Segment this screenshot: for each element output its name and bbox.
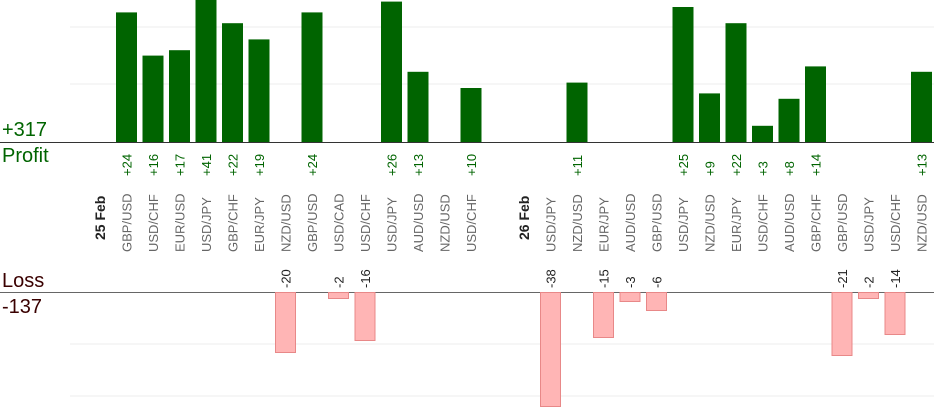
pair-label: USD/CHF: [464, 194, 479, 252]
profit-bar: [381, 1, 402, 142]
pair-label: EUR/JPY: [729, 197, 744, 252]
loss-value-label: -3: [623, 276, 638, 288]
profit-value-label: +41: [199, 154, 214, 176]
date-label: 26 Feb: [516, 196, 532, 240]
loss-bar: [831, 292, 853, 356]
pair-label: NZD/USD: [570, 194, 585, 252]
profit-value-label: +25: [676, 154, 691, 176]
pair-label: EUR/USD: [173, 193, 188, 252]
profit-bar: [752, 125, 773, 142]
profit-bar: [407, 71, 429, 142]
pair-label: USD/CHF: [756, 194, 771, 252]
profit-bar: [116, 12, 137, 143]
profit-value-label: +3: [756, 161, 771, 176]
profit-label: Profit: [2, 145, 49, 167]
pair-label: EUR/JPY: [597, 197, 612, 252]
loss-label: Loss: [2, 270, 45, 292]
profit-bar: [169, 50, 190, 143]
pair-label: GBP/CHF: [809, 194, 824, 252]
pair-label: USD/JPY: [862, 197, 877, 252]
pair-label: USD/JPY: [199, 197, 214, 252]
pair-label: USD/CHF: [358, 194, 373, 252]
pair-label: USD/JPY: [385, 197, 400, 252]
profit-value-label: +19: [252, 154, 267, 176]
loss-bar: [884, 292, 906, 335]
loss-bar: [619, 292, 641, 302]
date-label: 25 Feb: [92, 196, 108, 240]
profit-bar: [195, 0, 217, 142]
pair-label: AUD/USD: [623, 193, 638, 252]
loss-bar: [275, 292, 296, 353]
profit-bar: [911, 71, 932, 142]
pair-label: GBP/USD: [650, 193, 665, 252]
profit-bar: [725, 23, 747, 143]
loss-bar: [328, 292, 349, 299]
pair-label: USD/JPY: [544, 197, 559, 252]
profit-bar: [778, 98, 800, 142]
loss-value-label: -20: [279, 269, 294, 288]
pair-label: NZD/USD: [703, 194, 718, 252]
profit-value-label: +24: [305, 154, 320, 176]
pair-label: USD/JPY: [676, 197, 691, 252]
profit-value-label: +16: [146, 154, 161, 176]
profit-bar: [222, 23, 243, 143]
loss-bar: [593, 292, 614, 338]
profit-total: +317: [2, 119, 48, 141]
profit-bar: [142, 55, 164, 142]
profit-bar: [460, 88, 482, 142]
loss-bar: [540, 292, 561, 407]
pair-label: GBP/USD: [120, 193, 135, 252]
profit-bar: [566, 82, 588, 142]
profit-value-label: +26: [385, 154, 400, 176]
pair-label: USD/CHF: [146, 194, 161, 252]
loss-value-label: -14: [888, 269, 903, 288]
profit-bar: [301, 12, 323, 143]
profit-bar: [699, 93, 720, 142]
profit-value-label: +9: [703, 161, 718, 176]
profit-value-label: +10: [464, 154, 479, 176]
loss-value-label: -6: [650, 276, 665, 288]
pair-label: NZD/USD: [438, 194, 453, 252]
pair-label: GBP/USD: [305, 193, 320, 252]
pair-label: USD/CHF: [888, 194, 903, 252]
pair-label: GBP/CHF: [226, 194, 241, 252]
profit-value-label: +13: [915, 154, 930, 176]
loss-value-label: -21: [835, 269, 850, 288]
profit-value-label: +11: [570, 155, 585, 176]
pair-label: NZD/USD: [915, 194, 930, 252]
loss-value-label: -15: [597, 269, 612, 288]
pair-label: NZD/USD: [279, 194, 294, 252]
profit-value-label: +14: [809, 154, 824, 176]
loss-bar: [646, 292, 667, 311]
pair-label: AUD/USD: [782, 193, 797, 252]
pair-label: GBP/USD: [835, 193, 850, 252]
loss-value-label: -2: [332, 276, 347, 288]
profit-bar: [248, 39, 270, 142]
profit-bar: [672, 7, 694, 142]
profit-bar: [805, 66, 826, 142]
loss-total: -137: [2, 296, 43, 318]
pair-label: EUR/JPY: [252, 197, 267, 252]
profit-value-label: +22: [226, 154, 241, 176]
profit-value-label: +8: [782, 161, 797, 176]
profit-value-label: +22: [729, 154, 744, 176]
profit-value-label: +17: [173, 154, 188, 176]
loss-value-label: -16: [358, 269, 373, 288]
loss-bar: [354, 292, 376, 341]
loss-bar: [858, 292, 879, 299]
pair-label: AUD/USD: [411, 193, 426, 252]
pair-label: USD/CAD: [332, 193, 347, 252]
profit-value-label: +24: [120, 154, 135, 176]
loss-value-label: -2: [862, 276, 877, 288]
loss-value-label: -38: [544, 269, 559, 288]
profit-value-label: +13: [411, 154, 426, 176]
